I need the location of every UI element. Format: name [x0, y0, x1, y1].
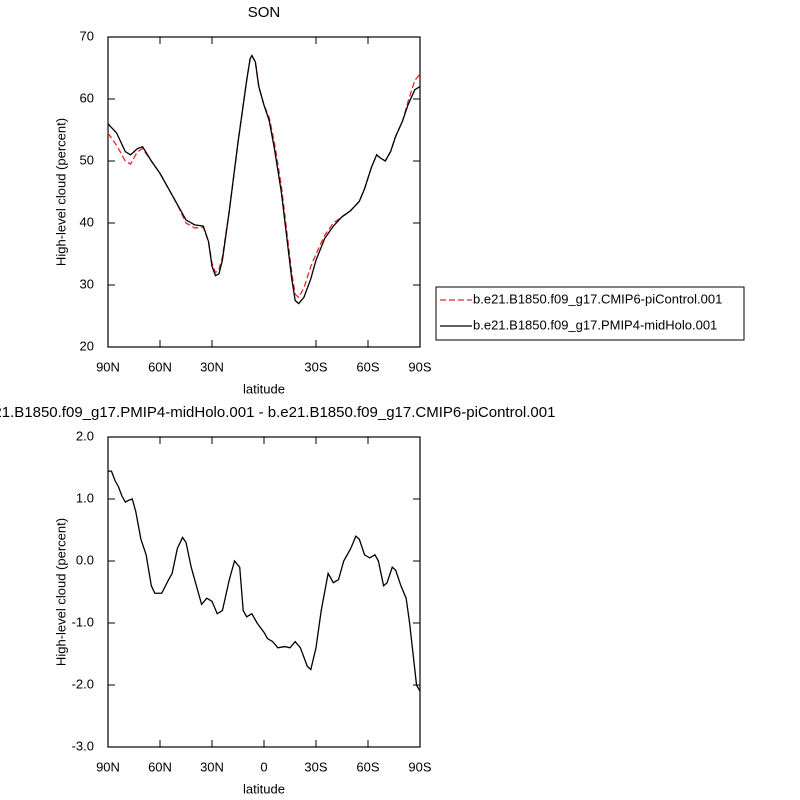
- chart-title: b.e21.B1850.f09_g17.PMIP4-midHolo.001 - …: [0, 404, 555, 421]
- x-tick-label: 30N: [200, 759, 224, 774]
- series-line: [107, 54, 421, 305]
- y-tick-label: -1.0: [72, 614, 94, 629]
- x-tick-label: 60S: [356, 359, 379, 374]
- plot-frame: [107, 436, 421, 748]
- x-tick-label: 90N: [96, 759, 120, 774]
- x-tick-label: 60N: [148, 759, 172, 774]
- y-tick-label: 0.0: [76, 552, 94, 567]
- y-axis-label: High-level cloud (percent): [53, 518, 68, 666]
- y-tick-label: -2.0: [72, 676, 94, 691]
- x-tick-label: 30S: [304, 359, 327, 374]
- chart-title: SON: [248, 4, 281, 21]
- legend-box: [435, 286, 745, 341]
- legend-label: b.e21.B1850.f09_g17.PMIP4-midHolo.001: [473, 317, 717, 332]
- y-axis-label: High-level cloud (percent): [53, 118, 68, 266]
- x-tick-label: 90S: [408, 759, 431, 774]
- y-tick-label: 20: [80, 338, 94, 353]
- x-tick-label: 90S: [408, 359, 431, 374]
- x-tick-label: 30S: [304, 759, 327, 774]
- x-tick-label: 60S: [356, 759, 379, 774]
- y-tick-label: 30: [80, 276, 94, 291]
- x-axis-label: latitude: [243, 381, 285, 396]
- x-tick-label: 60N: [148, 359, 172, 374]
- y-tick-label: 2.0: [76, 428, 94, 443]
- y-tick-label: 40: [80, 214, 94, 229]
- x-tick-label: 90N: [96, 359, 120, 374]
- series-line: [107, 54, 421, 299]
- plot-frame: [107, 36, 421, 348]
- x-tick-label: 0: [260, 759, 267, 774]
- y-tick-label: -3.0: [72, 738, 94, 753]
- legend-label: b.e21.B1850.f09_g17.CMIP6-piControl.001: [473, 291, 722, 306]
- y-tick-label: 50: [80, 152, 94, 167]
- x-tick-label: 30N: [200, 359, 224, 374]
- y-tick-label: 60: [80, 90, 94, 105]
- series-line: [108, 470, 421, 692]
- y-tick-label: 1.0: [76, 490, 94, 505]
- y-tick-label: 70: [80, 28, 94, 43]
- x-axis-label: latitude: [243, 781, 285, 796]
